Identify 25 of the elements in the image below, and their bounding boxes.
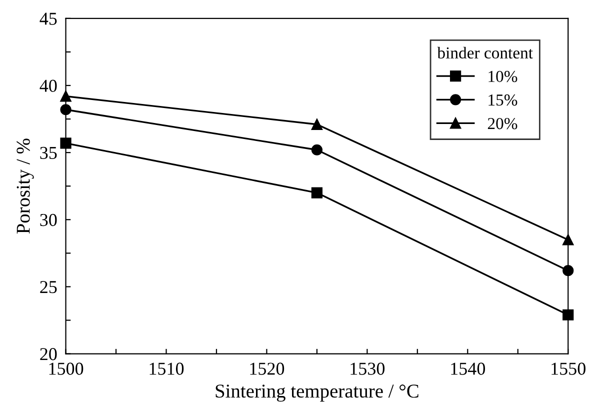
legend-label: 15% (488, 94, 518, 106)
y-axis-title: Porosity / % (16, 138, 34, 234)
x-tick-label: 1510 (150, 362, 184, 375)
y-tick-label: 45 (40, 12, 57, 25)
y-tick-label: 30 (40, 214, 57, 226)
x-axis-title: Sintering temperature / °C (216, 384, 418, 402)
point (562, 265, 574, 276)
x-tick-label: 1540 (451, 362, 486, 375)
y-tick-label: 25 (40, 281, 57, 294)
x-tick-label: 1500 (49, 362, 84, 375)
x-tick-label: 1530 (350, 362, 385, 375)
point (311, 144, 322, 156)
legend-title: binder content (437, 46, 533, 59)
y-tick-label: 35 (40, 146, 57, 159)
legend-label: 10% (488, 70, 518, 82)
y-tick-label: 40 (40, 80, 57, 92)
point (60, 138, 72, 149)
x-tick-label: 1520 (250, 362, 284, 375)
point (311, 187, 322, 198)
x-tick-label: 1550 (552, 362, 586, 375)
point (562, 309, 574, 320)
y-tick-label: 20 (40, 348, 57, 360)
legend-label: 20% (488, 118, 518, 130)
point (562, 234, 574, 246)
point (311, 118, 322, 130)
